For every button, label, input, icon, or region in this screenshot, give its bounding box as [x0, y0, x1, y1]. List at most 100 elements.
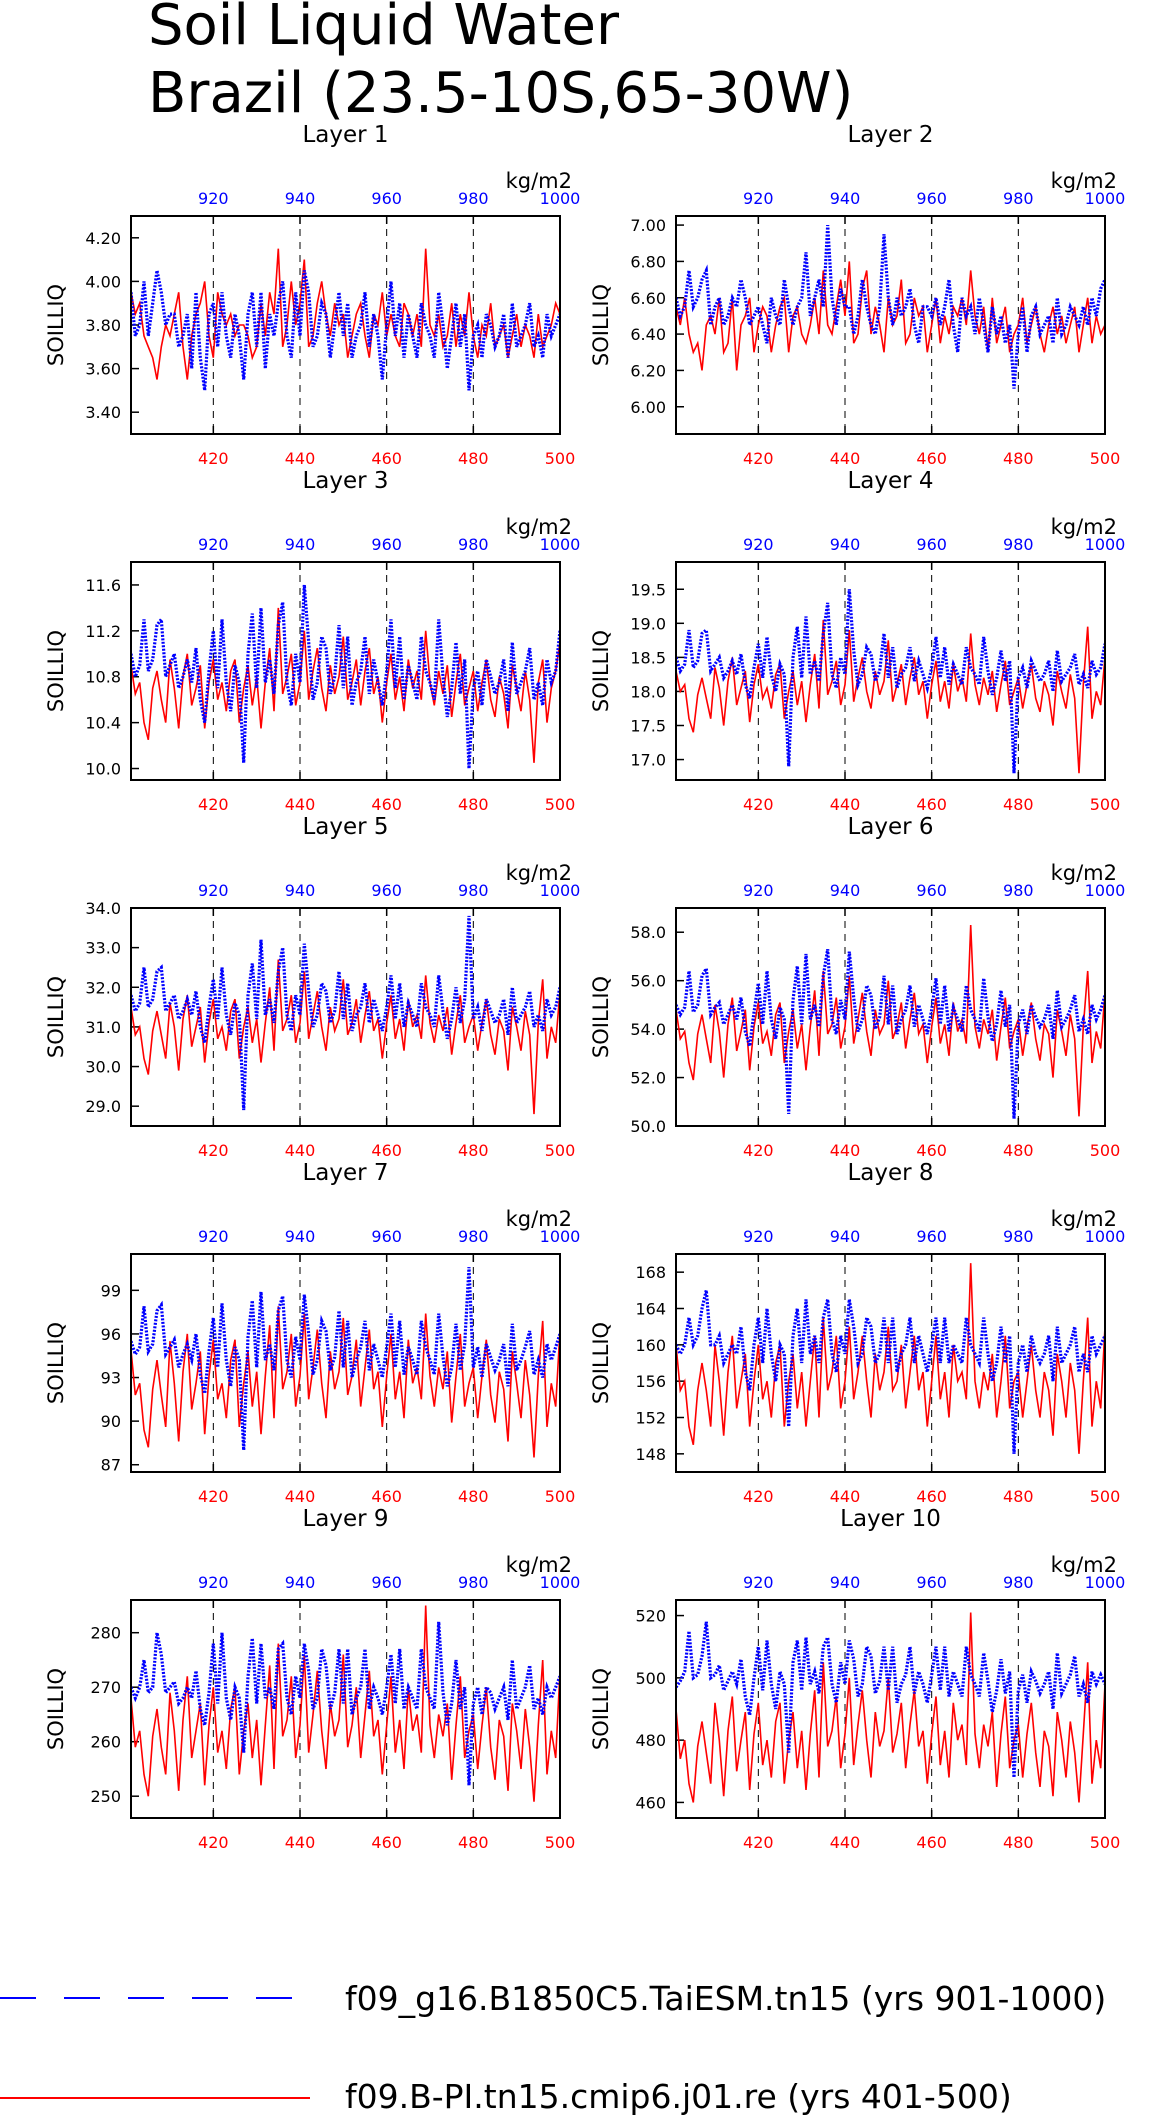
x-tick-label-bottom: 440 — [285, 1141, 316, 1160]
y-tick-label: 3.80 — [85, 316, 121, 335]
x-tick-label-bottom: 500 — [1090, 1141, 1121, 1160]
x-tick-label-top: 920 — [198, 881, 229, 900]
x-tick-label-top: 980 — [1003, 1573, 1034, 1592]
x-tick-label-top: 960 — [371, 1227, 402, 1246]
x-tick-label-bottom: 460 — [916, 1487, 947, 1506]
x-tick-label-bottom: 440 — [285, 1487, 316, 1506]
x-tick-label-top: 940 — [285, 535, 316, 554]
series-b-line — [676, 261, 1105, 371]
x-tick-label-top: 980 — [1003, 189, 1034, 208]
x-tick-label-top: 960 — [371, 881, 402, 900]
x-tick-label-top: 940 — [285, 1573, 316, 1592]
y-tick-label: 54.0 — [630, 1020, 666, 1039]
x-tick-label-top: 960 — [916, 881, 947, 900]
panel-title: Layer 10 — [840, 1506, 941, 1532]
series-b-line — [676, 1263, 1105, 1454]
y-tick-label: 19.0 — [630, 614, 666, 633]
x-tick-label-top: 980 — [458, 535, 489, 554]
x-tick-label-top: 1000 — [540, 1573, 581, 1592]
series-b-line — [131, 607, 560, 763]
y-tick-label: 500 — [635, 1669, 666, 1688]
x-tick-label-top: 920 — [743, 1227, 774, 1246]
y-tick-label: 260 — [90, 1733, 121, 1752]
plot-frame — [130, 1253, 561, 1473]
x-tick-label-bottom: 500 — [1090, 449, 1121, 468]
y-tick-label: 520 — [635, 1607, 666, 1626]
y-tick-label: 160 — [635, 1336, 666, 1355]
x-tick-label-bottom: 420 — [198, 1487, 229, 1506]
x-tick-label-bottom: 420 — [743, 1141, 774, 1160]
plot-frame — [130, 1599, 561, 1819]
x-tick-label-bottom: 460 — [916, 1833, 947, 1852]
y-tick-label: 29.0 — [85, 1097, 121, 1116]
x-tick-label-top: 940 — [830, 881, 861, 900]
x-tick-label-top: 920 — [198, 535, 229, 554]
x-tick-label-top: 1000 — [540, 535, 581, 554]
x-tick-label-bottom: 460 — [371, 1141, 402, 1160]
x-tick-label-bottom: 480 — [458, 795, 489, 814]
x-tick-label-top: 960 — [916, 189, 947, 208]
y-tick-label: 6.20 — [630, 361, 666, 380]
x-tick-label-bottom: 480 — [1003, 1833, 1034, 1852]
panel-4: Layer 4 kg/m2 SOILLIQ 420 440 460 480 500 920 940… — [589, 468, 1125, 814]
y-tick-label: 56.0 — [630, 972, 666, 991]
y-tick-label: 50.0 — [630, 1117, 666, 1136]
y-tick-label: 156 — [635, 1372, 666, 1391]
unit-label: kg/m2 — [1051, 515, 1117, 539]
series-b-line — [676, 924, 1105, 1117]
x-tick-label-bottom: 460 — [371, 449, 402, 468]
x-tick-label-bottom: 460 — [916, 1141, 947, 1160]
unit-label: kg/m2 — [506, 515, 572, 539]
y-tick-label: 6.80 — [630, 252, 666, 271]
y-axis-label: SOILLIQ — [44, 1322, 68, 1404]
panel-title: Layer 4 — [847, 468, 933, 494]
x-tick-label-bottom: 440 — [830, 1833, 861, 1852]
x-tick-label-top: 920 — [743, 535, 774, 554]
x-tick-label-top: 940 — [830, 189, 861, 208]
unit-label: kg/m2 — [1051, 1207, 1117, 1231]
y-tick-label: 96 — [101, 1325, 121, 1344]
panel-7: Layer 7 kg/m2 SOILLIQ 420 440 460 480 500 920 940… — [44, 1160, 580, 1506]
y-axis-label: SOILLIQ — [44, 284, 68, 366]
x-tick-label-top: 1000 — [1085, 1227, 1126, 1246]
x-tick-label-top: 960 — [916, 1227, 947, 1246]
y-tick-label: 270 — [90, 1678, 121, 1697]
series-a-line — [131, 1267, 560, 1451]
y-axis-label: SOILLIQ — [44, 1668, 68, 1750]
x-tick-label-bottom: 480 — [458, 1141, 489, 1160]
plot-frame — [675, 1599, 1106, 1819]
x-tick-label-top: 940 — [830, 1573, 861, 1592]
x-tick-label-bottom: 440 — [830, 1487, 861, 1506]
x-tick-label-top: 1000 — [1085, 189, 1126, 208]
unit-label: kg/m2 — [506, 1553, 572, 1577]
x-tick-label-top: 960 — [916, 535, 947, 554]
x-tick-label-bottom: 420 — [743, 795, 774, 814]
x-tick-label-top: 940 — [285, 189, 316, 208]
x-tick-label-bottom: 500 — [1090, 795, 1121, 814]
y-tick-label: 10.0 — [85, 760, 121, 779]
y-axis-label: SOILLIQ — [44, 976, 68, 1058]
x-tick-label-top: 920 — [743, 189, 774, 208]
series-b-line — [131, 959, 560, 1115]
y-tick-label: 152 — [635, 1409, 666, 1428]
plot-frame — [675, 215, 1106, 435]
y-axis-label: SOILLIQ — [589, 1322, 613, 1404]
series-a-line — [676, 948, 1105, 1119]
panel-title: Layer 7 — [302, 1160, 388, 1186]
series-b-line — [676, 619, 1105, 774]
x-tick-label-top: 920 — [743, 881, 774, 900]
y-tick-label: 168 — [635, 1263, 666, 1282]
y-tick-label: 52.0 — [630, 1069, 666, 1088]
legend-label-a: f09_g16.B1850C5.TaiESM.tn15 (yrs 901-100… — [345, 1979, 1106, 2018]
y-tick-label: 11.2 — [85, 622, 121, 641]
y-tick-label: 99 — [101, 1281, 121, 1300]
series-a-line — [676, 1289, 1105, 1454]
y-tick-label: 6.40 — [630, 325, 666, 344]
y-tick-label: 30.0 — [85, 1058, 121, 1077]
x-tick-label-bottom: 500 — [1090, 1833, 1121, 1852]
series-a-line — [131, 270, 560, 391]
panel-title: Layer 5 — [302, 814, 388, 840]
unit-label: kg/m2 — [1051, 169, 1117, 193]
x-tick-label-bottom: 480 — [1003, 1487, 1034, 1506]
y-tick-label: 11.6 — [85, 576, 121, 595]
